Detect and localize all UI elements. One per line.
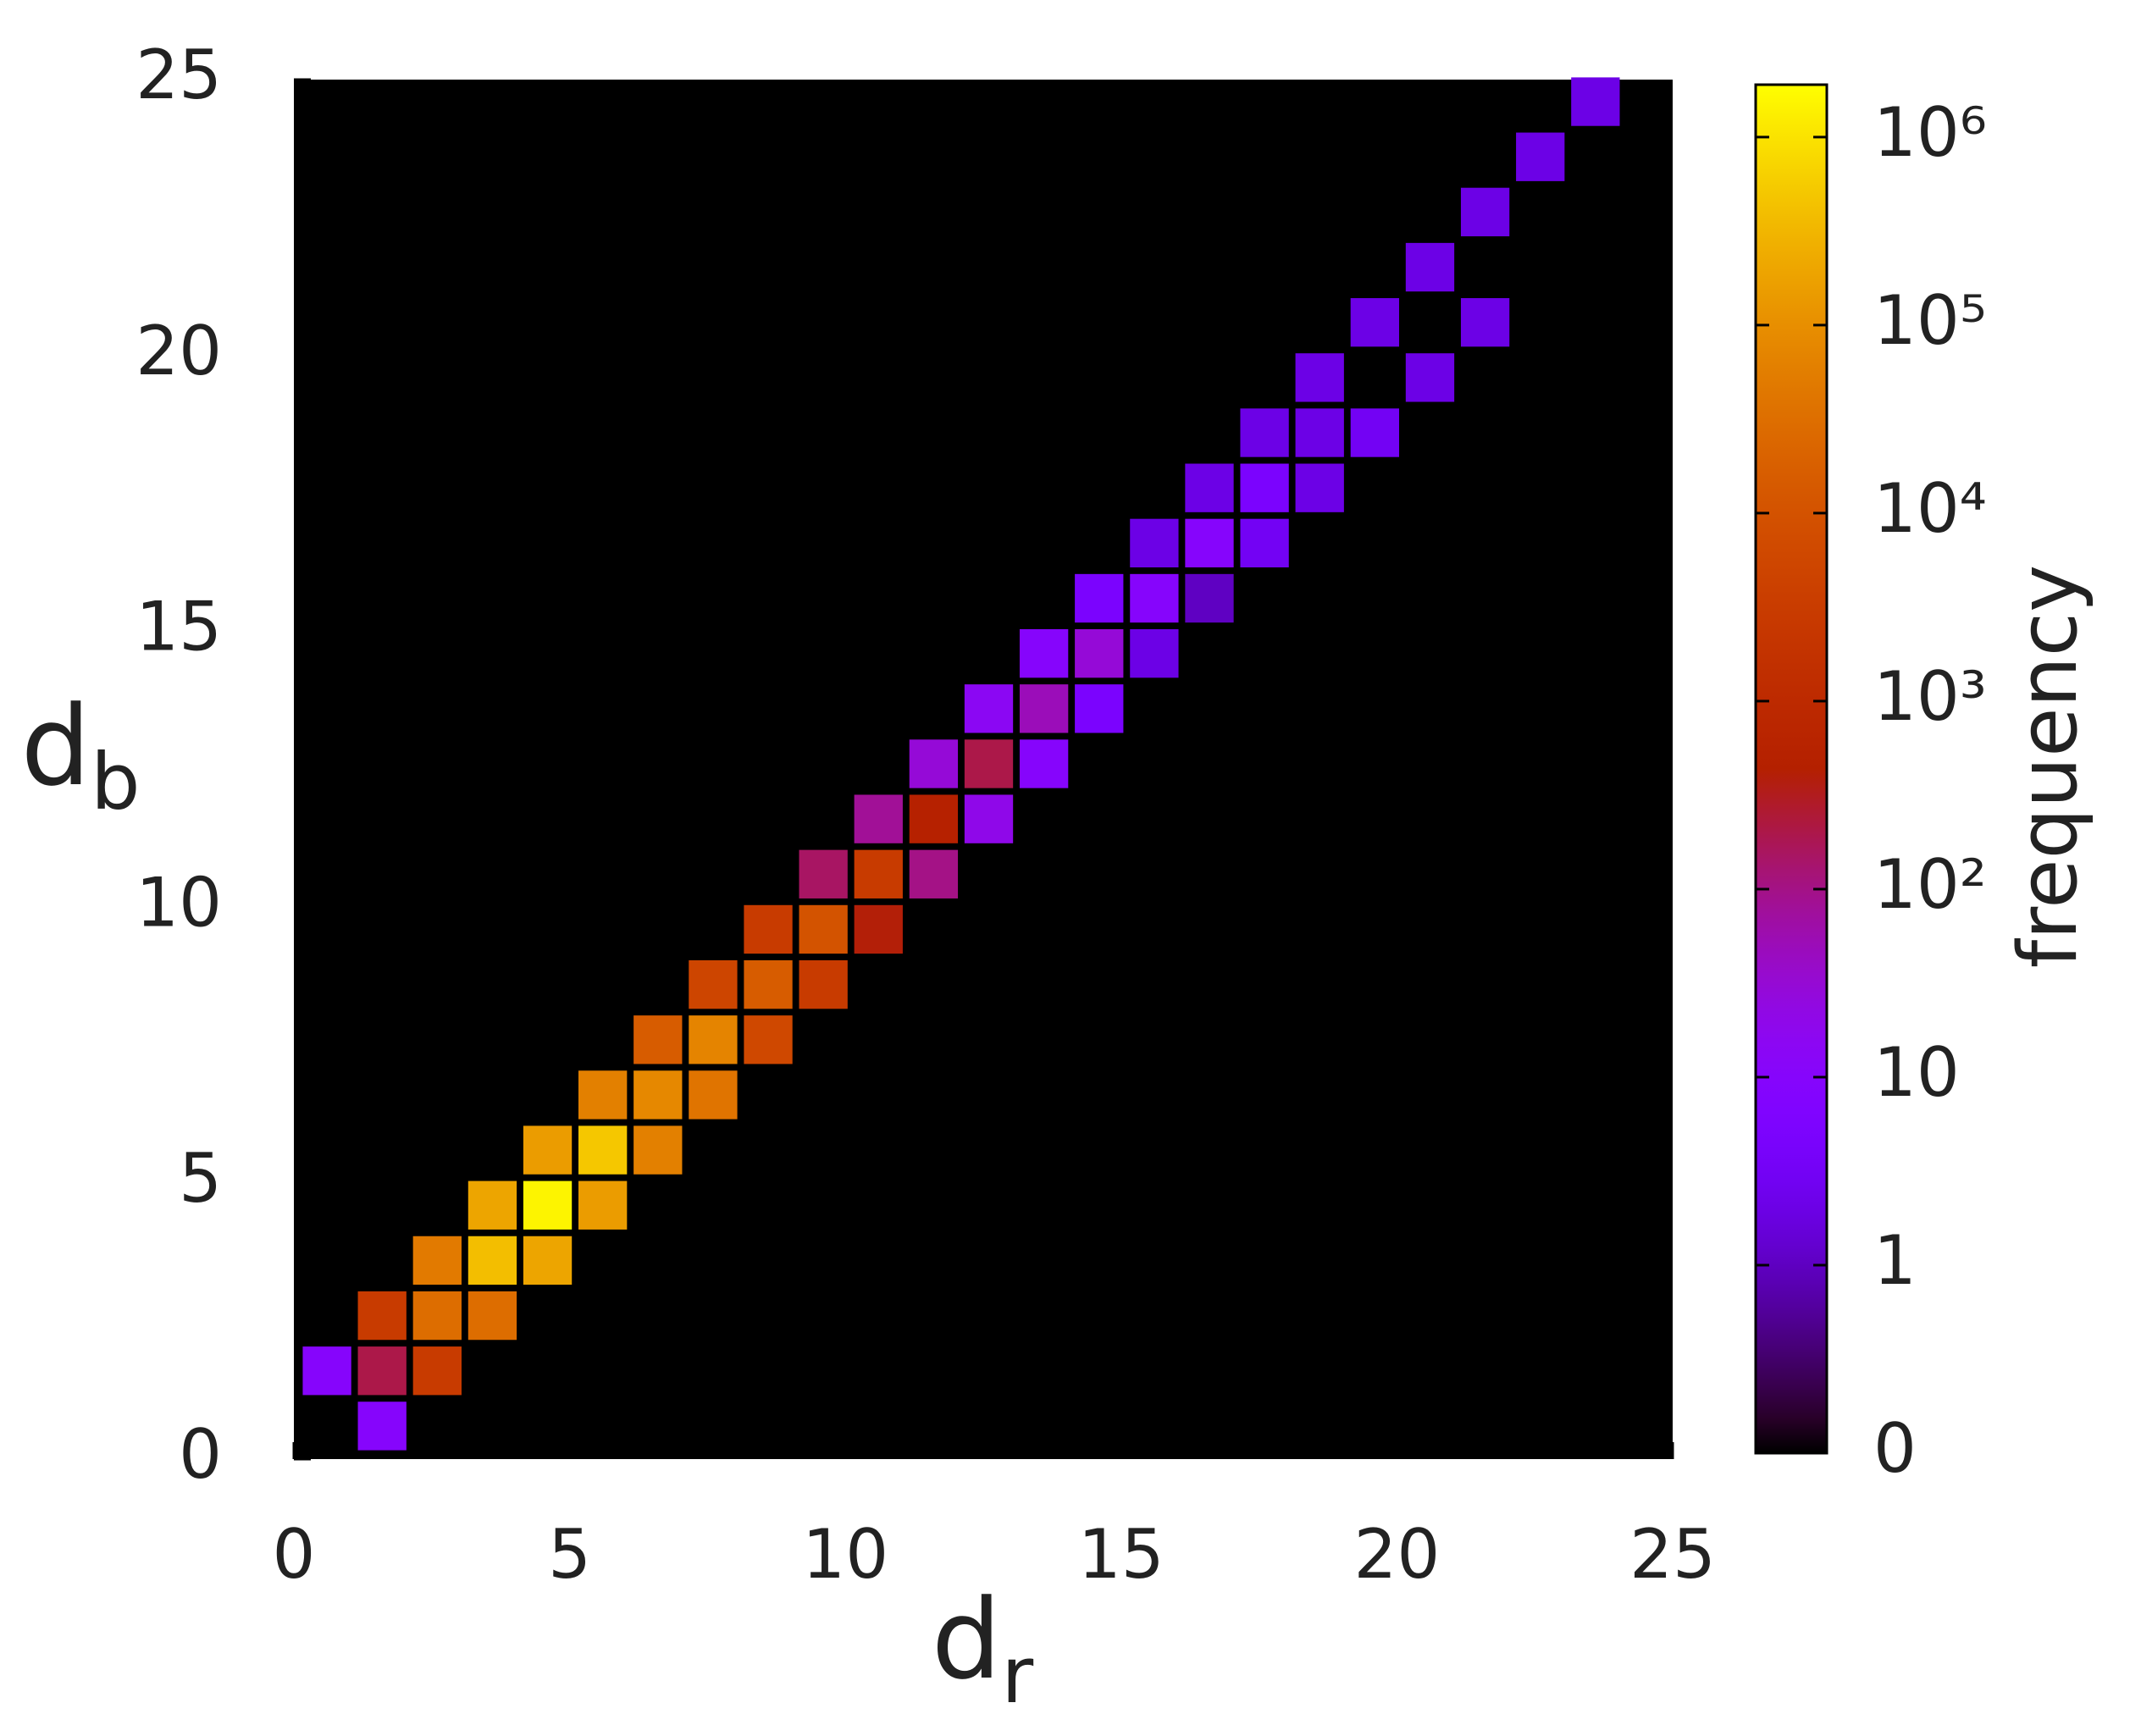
heatmap-cell	[1405, 242, 1455, 292]
y-axis-label: db	[21, 682, 141, 828]
heatmap-cell	[1130, 573, 1179, 623]
heatmap-cell	[1460, 187, 1510, 237]
heatmap-cell	[1185, 518, 1234, 568]
heatmap-cell	[467, 1291, 517, 1341]
heatmap-cell	[909, 849, 959, 898]
heatmap-cell	[1295, 463, 1344, 512]
y-tick-label: 5	[179, 1139, 222, 1218]
heatmap-cell	[412, 1291, 462, 1341]
heatmap-cell	[1240, 463, 1289, 512]
x-tick-label: 5	[548, 1515, 591, 1594]
heatmap-cell	[799, 849, 848, 898]
heatmap-cell	[744, 959, 793, 1009]
x-tick-label: 20	[1354, 1515, 1441, 1594]
x-tick-label: 25	[1629, 1515, 1716, 1594]
heatmap-cell	[357, 1402, 407, 1451]
colorbar-tick-label: 10²	[1873, 845, 1987, 924]
x-tick-label: 15	[1078, 1515, 1165, 1594]
heatmap-cell	[1185, 573, 1234, 623]
heatmap-cell	[964, 739, 1014, 788]
heatmap-cell	[357, 1291, 407, 1341]
x-axis-label: dr	[932, 1575, 1034, 1722]
heatmap-cell	[1075, 684, 1124, 733]
heatmap-cell	[412, 1236, 462, 1285]
heatmap-cell	[302, 1346, 351, 1396]
heatmap-cell	[1130, 628, 1179, 678]
heatmap-cell	[964, 794, 1014, 843]
colorbar-tick-label: 10⁵	[1873, 281, 1987, 360]
heatmap-cell	[689, 1070, 738, 1120]
heatmap-cell	[689, 959, 738, 1009]
heatmap-cell	[1460, 298, 1510, 347]
heatmap-cell	[1130, 518, 1179, 568]
heatmap-cell	[854, 904, 903, 954]
heatmap-cell	[1075, 573, 1124, 623]
colorbar-tick-label: 10	[1873, 1033, 1960, 1112]
y-label-base: d	[21, 682, 91, 810]
heatmap-cell	[799, 904, 848, 954]
heatmap-cell	[523, 1236, 573, 1285]
heatmap-cell	[633, 1125, 683, 1175]
heatmap-cell	[854, 794, 903, 843]
heatmap-cell	[578, 1180, 628, 1230]
heatmap-cell	[1240, 518, 1289, 568]
heatmap-cell	[1185, 463, 1234, 512]
x-label-subscript: r	[1001, 1630, 1033, 1721]
y-tick-label: 15	[136, 588, 222, 666]
colorbar-tick-label: 10⁶	[1873, 93, 1987, 172]
x-tick-label: 0	[273, 1515, 316, 1594]
colorbar	[1754, 83, 1828, 1455]
x-label-base: d	[932, 1575, 1002, 1704]
heatmap-cell	[357, 1346, 407, 1396]
heatmap-cell	[523, 1180, 573, 1230]
y-tick-label: 10	[136, 863, 222, 942]
colorbar-tick-label: 1	[1873, 1221, 1917, 1300]
y-tick-label: 25	[136, 36, 222, 114]
heatmap-cell	[964, 684, 1014, 733]
heatmap-cell	[1019, 628, 1069, 678]
colorbar-tick-label: 10⁴	[1873, 469, 1987, 548]
heatmap-cell	[1019, 739, 1069, 788]
colorbar-label: frequency	[2002, 565, 2095, 968]
heatmap-cell	[1075, 628, 1124, 678]
heatmap-cell	[909, 739, 959, 788]
heatmap-cell	[744, 1015, 793, 1064]
heatmap-cell	[1350, 408, 1400, 457]
heatmap-cell	[689, 1015, 738, 1064]
colorbar-tick-label: 10³	[1873, 657, 1987, 736]
heatmap-cell	[1019, 684, 1069, 733]
y-tick-label: 20	[136, 312, 222, 390]
heatmap-cell	[578, 1070, 628, 1120]
colorbar-tick-label: 0	[1873, 1409, 1917, 1488]
heatmap-cell	[1295, 353, 1344, 402]
heatmap-cell	[467, 1236, 517, 1285]
y-tick-label: 0	[179, 1415, 222, 1494]
heatmap-cell	[412, 1346, 462, 1396]
heatmap-cell	[1295, 408, 1344, 457]
heatmap-cell	[633, 1015, 683, 1064]
heatmap-cell	[1571, 77, 1620, 126]
heatmap-cell	[909, 794, 959, 843]
heatmap-cell	[799, 959, 848, 1009]
heatmap-cell	[1350, 298, 1400, 347]
heatmap-cell	[1240, 408, 1289, 457]
heatmap-cell	[633, 1070, 683, 1120]
y-label-subscript: b	[91, 737, 140, 827]
heatmap-cell	[1405, 353, 1455, 402]
heatmap-cell	[854, 849, 903, 898]
x-tick-label: 10	[802, 1515, 888, 1594]
heatmap-cell	[744, 904, 793, 954]
heatmap-cell	[578, 1125, 628, 1175]
heatmap-cell	[1516, 132, 1565, 181]
heatmap-cell	[467, 1180, 517, 1230]
heatmap-cell	[523, 1125, 573, 1175]
